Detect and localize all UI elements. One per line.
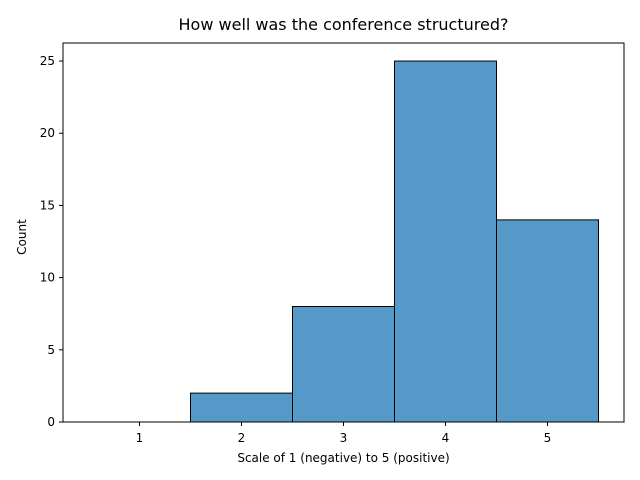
bar-5 <box>496 219 599 423</box>
x-tick-label: 1 <box>136 431 144 445</box>
x-tick-label: 5 <box>544 431 552 445</box>
y-axis-ticks: 0 5 10 15 20 25 <box>40 54 63 429</box>
y-tick-label: 0 <box>47 415 55 429</box>
bars-group <box>190 60 599 423</box>
chart-title: How well was the conference structured? <box>179 15 509 34</box>
y-tick-label: 15 <box>40 198 55 212</box>
plot-frame <box>62 42 625 423</box>
x-tick-label: 2 <box>238 431 246 445</box>
y-axis-label: Count <box>15 219 29 255</box>
y-tick-label: 25 <box>40 54 55 68</box>
x-axis-ticks: 1 2 3 4 5 <box>136 422 552 445</box>
bar-2 <box>190 392 293 423</box>
y-tick-label: 10 <box>40 271 55 285</box>
y-tick-label: 20 <box>40 126 55 140</box>
x-axis-label: Scale of 1 (negative) to 5 (positive) <box>237 451 449 465</box>
bar-4 <box>394 60 497 423</box>
bar-3 <box>292 305 395 423</box>
y-tick-label: 5 <box>47 343 55 357</box>
x-tick-label: 3 <box>340 431 348 445</box>
x-tick-label: 4 <box>442 431 450 445</box>
